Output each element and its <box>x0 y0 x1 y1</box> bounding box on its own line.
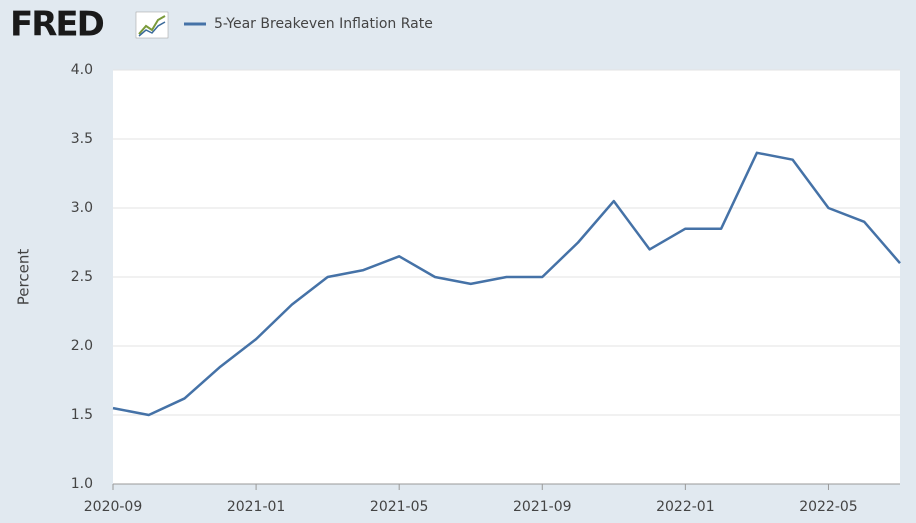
y-tick-label: 1.5 <box>71 407 93 423</box>
x-tick-label: 2022-05 <box>799 499 858 515</box>
data-line <box>112 151 901 417</box>
x-tick-label: 2022-01 <box>656 499 715 515</box>
legend-label: 5-Year Breakeven Inflation Rate <box>214 16 433 32</box>
y-tick-label: 4.0 <box>71 62 93 78</box>
y-tick-label: 2.0 <box>71 338 93 354</box>
x-tick-label: 2021-09 <box>513 499 572 515</box>
y-axis-label: Percent <box>15 249 33 306</box>
y-tick-label: 2.5 <box>71 269 93 285</box>
logo: FRED <box>10 5 104 45</box>
y-tick-label: 1.0 <box>71 476 93 492</box>
y-tick-label: 3.0 <box>71 200 93 216</box>
logo-icon <box>135 11 169 39</box>
x-tick-label: 2021-05 <box>370 499 429 515</box>
x-tick-label: 2020-09 <box>84 499 143 515</box>
y-tick-label: 3.5 <box>71 131 93 147</box>
x-tick-label: 2021-01 <box>227 499 286 515</box>
